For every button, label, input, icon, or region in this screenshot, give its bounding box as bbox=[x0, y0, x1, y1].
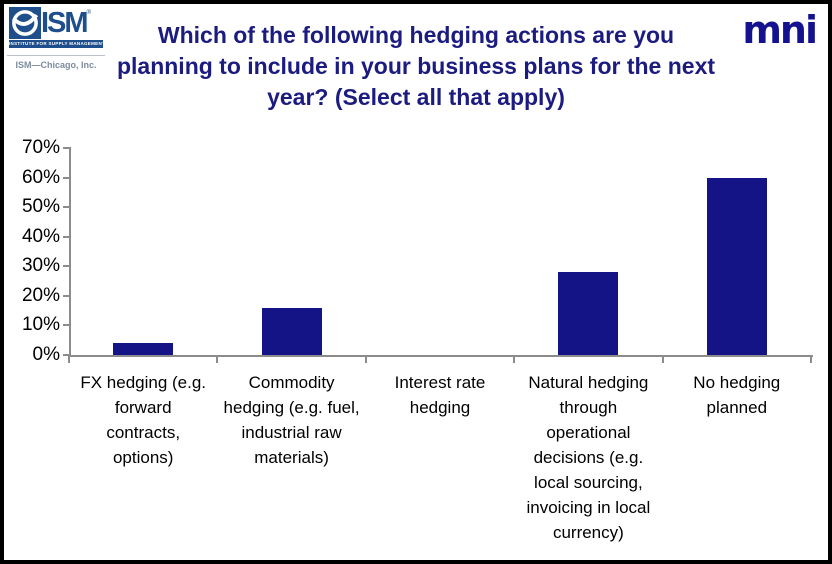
y-tick-mark bbox=[63, 354, 69, 356]
x-tick-mark bbox=[68, 356, 70, 363]
y-tick-mark bbox=[63, 294, 69, 297]
y-tick-label: 40% bbox=[21, 225, 60, 247]
y-tick-mark bbox=[63, 176, 69, 179]
x-tick-mark bbox=[513, 356, 516, 363]
y-tick-label: 30% bbox=[21, 255, 60, 277]
x-tick-mark bbox=[364, 356, 367, 363]
y-tick-label: 50% bbox=[21, 196, 60, 218]
ism-logo: ISM ® INSTITUTE FOR SUPPLY MANAGEMENT IS… bbox=[7, 5, 105, 70]
x-category-label: Commodity hedging (e.g. fuel, industrial… bbox=[223, 373, 360, 467]
mni-logo: mni bbox=[742, 8, 818, 52]
ism-acronym: ISM bbox=[41, 7, 89, 39]
y-tick-mark bbox=[63, 235, 69, 238]
ism-logo-row: ISM ® bbox=[7, 5, 105, 39]
y-tick-label: 10% bbox=[21, 314, 60, 336]
x-category-label: Interest rate hedging bbox=[394, 373, 486, 417]
y-tick-mark bbox=[63, 206, 69, 209]
y-tick-mark bbox=[63, 265, 69, 268]
y-tick-label: 60% bbox=[21, 166, 60, 188]
bar bbox=[113, 343, 174, 355]
x-tick-mark bbox=[216, 356, 219, 363]
x-category-label: Natural hedging through operational deci… bbox=[526, 373, 651, 542]
ism-affiliate: ISM—Chicago, Inc. bbox=[7, 55, 105, 70]
bar-chart: 0% 10% 20% 30% 40% 50% 60% 70% FX hedging (e.g. … bbox=[4, 4, 828, 560]
bar bbox=[261, 308, 322, 355]
x-tick-mark bbox=[661, 356, 664, 363]
x-axis bbox=[69, 355, 813, 357]
bar bbox=[558, 272, 619, 355]
ism-trademark-icon: ® bbox=[86, 10, 91, 16]
y-tick-mark bbox=[63, 324, 69, 327]
y-axis bbox=[69, 147, 71, 357]
ism-globe-icon bbox=[9, 7, 41, 39]
y-tick-label: 0% bbox=[32, 344, 60, 365]
y-tick-label: 70% bbox=[21, 137, 60, 158]
x-category-label: FX hedging (e.g. forward contracts, opti… bbox=[80, 373, 207, 467]
y-tick-mark bbox=[63, 147, 69, 149]
ism-tagline: INSTITUTE FOR SUPPLY MANAGEMENT bbox=[9, 40, 103, 48]
chart-title: Which of the following hedging actions a… bbox=[116, 22, 716, 110]
x-tick-mark bbox=[810, 356, 812, 363]
x-category-label: No hedging planned bbox=[693, 373, 781, 417]
bar bbox=[706, 178, 767, 355]
y-tick-label: 20% bbox=[21, 284, 60, 306]
